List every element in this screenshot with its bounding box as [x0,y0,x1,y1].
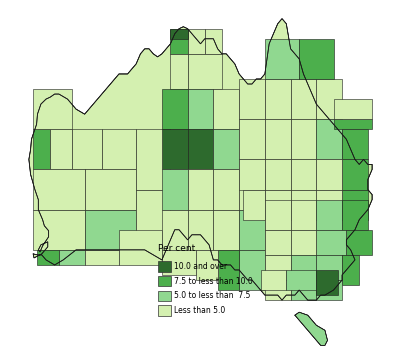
Polygon shape [239,250,265,290]
Polygon shape [316,200,342,230]
Polygon shape [33,169,85,210]
Text: 5.0 to less than  7.5: 5.0 to less than 7.5 [174,292,251,300]
Polygon shape [265,79,291,119]
Polygon shape [239,210,265,250]
Polygon shape [342,200,368,230]
Polygon shape [162,250,196,275]
Polygon shape [170,29,188,54]
Polygon shape [316,119,342,159]
Polygon shape [213,210,239,250]
Polygon shape [85,210,136,250]
Polygon shape [346,230,372,255]
Polygon shape [291,79,316,119]
Polygon shape [213,89,239,129]
Polygon shape [265,39,299,79]
Polygon shape [243,190,265,220]
Polygon shape [218,250,239,290]
Polygon shape [33,210,85,250]
Polygon shape [286,270,316,290]
Polygon shape [136,190,170,250]
Polygon shape [291,280,316,300]
Polygon shape [334,99,372,119]
Polygon shape [170,54,188,89]
Polygon shape [59,250,85,265]
Polygon shape [85,169,136,210]
Polygon shape [316,270,338,295]
Polygon shape [196,250,218,280]
Polygon shape [102,129,136,169]
Polygon shape [162,210,188,250]
Polygon shape [342,129,368,159]
Polygon shape [295,312,328,345]
Polygon shape [239,169,265,210]
Polygon shape [170,29,188,39]
Polygon shape [334,119,372,129]
Polygon shape [316,230,346,255]
Polygon shape [188,54,222,89]
Polygon shape [291,119,316,159]
Polygon shape [342,159,368,190]
Polygon shape [33,89,72,129]
Text: 10.0 and over: 10.0 and over [174,262,227,271]
Bar [158,261,170,272]
Polygon shape [33,129,51,169]
Polygon shape [291,159,316,190]
Polygon shape [265,230,291,255]
Polygon shape [316,159,342,190]
Polygon shape [316,79,342,119]
Polygon shape [316,255,342,280]
Polygon shape [119,230,162,265]
Polygon shape [316,280,342,300]
Polygon shape [136,129,170,190]
Polygon shape [72,129,102,169]
Polygon shape [316,190,342,220]
Polygon shape [342,190,368,220]
Polygon shape [265,280,291,300]
Text: 7.5 to less than 10.0: 7.5 to less than 10.0 [174,277,253,286]
Text: Per cent: Per cent [158,244,196,253]
Polygon shape [188,210,213,250]
Polygon shape [261,270,286,290]
Polygon shape [162,169,188,210]
Polygon shape [291,230,316,255]
Polygon shape [291,200,316,230]
Polygon shape [29,19,372,300]
Bar [158,291,170,301]
Bar [158,276,170,286]
Polygon shape [188,29,205,54]
Polygon shape [299,39,334,79]
Polygon shape [188,169,213,210]
Bar [158,306,170,316]
Polygon shape [239,159,265,190]
Polygon shape [291,190,316,220]
Polygon shape [213,129,239,169]
Polygon shape [265,159,291,190]
Polygon shape [265,119,291,159]
Polygon shape [265,190,291,220]
Polygon shape [291,255,316,280]
Polygon shape [188,129,213,169]
Polygon shape [85,250,119,265]
Polygon shape [37,250,59,265]
Polygon shape [239,119,265,159]
Polygon shape [162,129,188,169]
Polygon shape [342,255,359,285]
Polygon shape [213,169,239,210]
Polygon shape [188,89,213,129]
Polygon shape [239,79,265,119]
Polygon shape [51,129,72,169]
Text: Less than 5.0: Less than 5.0 [174,306,225,315]
Polygon shape [265,200,291,230]
Polygon shape [205,29,222,54]
Polygon shape [265,255,291,280]
Polygon shape [162,89,188,129]
